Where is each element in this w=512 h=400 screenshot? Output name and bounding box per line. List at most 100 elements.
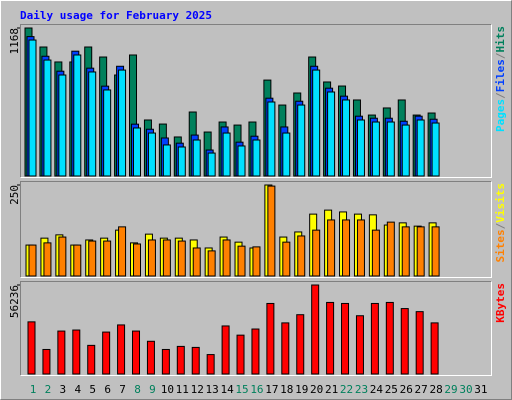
bar — [206, 354, 215, 375]
x-tick-label: 29 — [444, 383, 457, 396]
bar — [281, 322, 290, 375]
bar — [297, 104, 306, 177]
bar — [401, 226, 410, 277]
bar — [103, 240, 112, 277]
bar — [327, 219, 336, 277]
panel-edge — [20, 281, 492, 376]
bar — [386, 221, 395, 277]
bar — [117, 324, 126, 375]
bar — [252, 139, 261, 177]
bar — [296, 314, 305, 375]
x-tick-label: 21 — [325, 383, 338, 396]
x-tick-label: 20 — [310, 383, 323, 396]
bar — [430, 322, 439, 375]
bar — [132, 330, 141, 375]
bar — [416, 119, 425, 177]
bar — [73, 244, 82, 277]
bar — [147, 239, 156, 277]
bar — [102, 331, 111, 375]
legend-separator: / — [494, 52, 507, 59]
x-tick-label: 1 — [30, 383, 37, 396]
bar — [342, 99, 351, 177]
x-tick-label: 3 — [60, 383, 67, 396]
bar — [370, 302, 379, 375]
y-max-label: 1168 — [8, 28, 21, 55]
x-tick-label: 28 — [429, 383, 442, 396]
bar — [177, 240, 186, 277]
x-tick-label: 15 — [235, 383, 248, 396]
bar — [118, 226, 127, 277]
bar — [341, 302, 350, 375]
x-tick-label: 26 — [400, 383, 413, 396]
bar — [207, 250, 216, 277]
x-tick-label: 31 — [474, 383, 487, 396]
x-tick-label: 24 — [370, 383, 384, 396]
bar — [103, 89, 112, 177]
bar — [431, 122, 440, 177]
x-tick-label: 18 — [280, 383, 293, 396]
bar — [312, 229, 321, 277]
bar — [57, 330, 66, 375]
bar — [400, 308, 409, 375]
bar — [371, 121, 380, 177]
x-tick-label: 9 — [149, 383, 156, 396]
x-tick-label: 25 — [385, 383, 398, 396]
x-tick-label: 30 — [459, 383, 472, 396]
x-tick-label: 13 — [206, 383, 219, 396]
bar — [431, 226, 440, 277]
legend: Sites/Visits — [494, 183, 507, 263]
x-tick-label: 6 — [104, 383, 111, 396]
x-tick-label: 17 — [265, 383, 278, 396]
bar — [191, 346, 200, 375]
bar — [267, 101, 276, 177]
bar — [28, 39, 37, 177]
bar — [27, 321, 36, 375]
bar — [297, 235, 306, 277]
panel-edge — [20, 24, 492, 178]
bar — [236, 334, 245, 375]
bar — [88, 71, 97, 177]
bar — [385, 301, 394, 375]
x-tick-label: 10 — [161, 383, 174, 396]
legend-entry: Pages — [494, 99, 507, 132]
x-tick-label: 8 — [134, 383, 141, 396]
bar — [43, 59, 52, 177]
bar — [118, 69, 127, 177]
bar — [43, 242, 52, 277]
bar — [282, 132, 291, 177]
bar — [28, 244, 37, 277]
x-tick-label: 19 — [295, 383, 308, 396]
x-tick-label: 5 — [89, 383, 96, 396]
bar — [371, 229, 380, 277]
panel-edge — [20, 181, 492, 278]
bar — [192, 139, 201, 177]
panel-edge — [20, 24, 492, 178]
bar — [401, 124, 410, 177]
panel-edge — [20, 181, 492, 278]
bar — [207, 152, 216, 177]
legend-entry: Sites — [494, 229, 507, 262]
bar — [326, 301, 335, 375]
bar — [355, 315, 364, 375]
bar — [311, 284, 320, 375]
bar — [177, 146, 186, 177]
x-tick-label: 12 — [191, 383, 204, 396]
bar — [266, 302, 275, 375]
x-tick-label: 11 — [176, 383, 189, 396]
chart-title: Daily usage for February 2025 — [20, 9, 212, 22]
legend-separator: / — [494, 92, 507, 99]
bar — [72, 329, 81, 375]
bar — [58, 236, 67, 277]
bar — [222, 239, 231, 277]
x-tick-label: 23 — [355, 383, 368, 396]
bar — [237, 145, 246, 177]
bar — [327, 91, 336, 177]
bar — [147, 132, 156, 177]
bar — [252, 246, 261, 277]
bar — [356, 219, 365, 277]
bar — [251, 328, 260, 375]
bar — [221, 325, 230, 375]
x-tick-label: 14 — [220, 383, 234, 396]
bar — [386, 121, 395, 177]
